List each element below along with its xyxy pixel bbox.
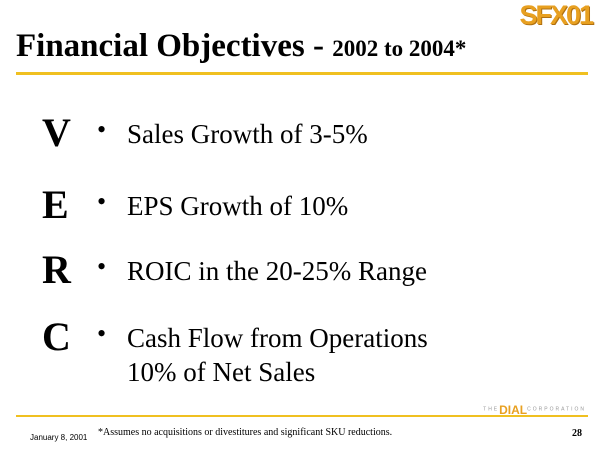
objective-letter: V — [42, 110, 71, 155]
dial-logo-prefix: THE — [483, 406, 500, 413]
objective-text: EPS Growth of 10% — [127, 189, 348, 223]
objective-text-line: Sales Growth of 3-5% — [127, 119, 368, 149]
objective-text-line: 10% of Net Sales — [127, 357, 316, 387]
slide-date: January 8, 2001 — [30, 433, 88, 442]
objective-text-line: Cash Flow from Operations — [127, 323, 428, 353]
objective-letter: E — [42, 182, 69, 227]
bullet-icon: • — [97, 187, 107, 216]
bullet-icon: • — [97, 115, 107, 144]
dial-logo-suffix: CORPORATION — [527, 406, 586, 413]
dial-corporation-logo: THEDIALCORPORATION — [483, 402, 586, 418]
objective-text: ROIC in the 20-25% Range — [127, 254, 427, 288]
footer-divider — [16, 415, 588, 417]
objective-text: Cash Flow from Operations 10% of Net Sal… — [127, 321, 428, 389]
sfx01-logo: SFX01 — [519, 0, 594, 30]
page-number: 28 — [572, 428, 582, 439]
objective-text-line: EPS Growth of 10% — [127, 191, 349, 221]
objective-text-line: ROIC in the 20-25% Range — [127, 256, 427, 286]
slide-title-years: 2002 to 2004* — [332, 36, 467, 61]
title-divider — [16, 72, 588, 75]
bullet-icon: • — [97, 319, 107, 348]
dial-logo-brand: DIAL — [499, 402, 528, 417]
bullet-icon: • — [97, 252, 107, 281]
slide-title-main: Financial Objectives - — [16, 28, 333, 64]
objective-text: Sales Growth of 3-5% — [127, 117, 368, 151]
objective-letter: R — [42, 247, 71, 292]
footnote: *Assumes no acquisitions or divestitures… — [98, 427, 393, 438]
slide-title: Financial Objectives - 2002 to 2004* — [16, 30, 466, 63]
objective-letter: C — [42, 314, 71, 359]
